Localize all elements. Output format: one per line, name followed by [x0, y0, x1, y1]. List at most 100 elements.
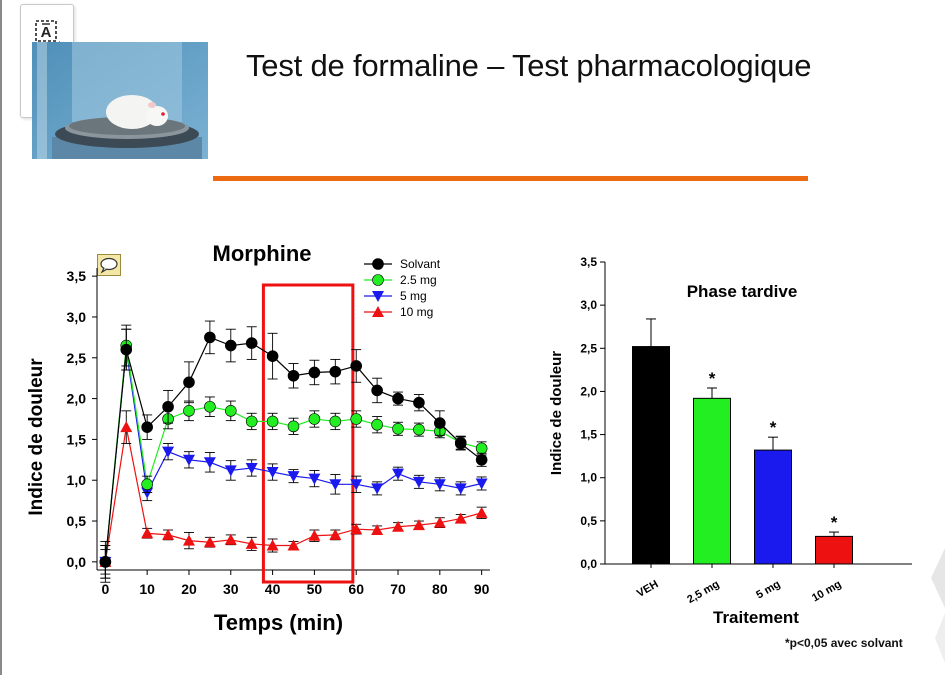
data-point	[287, 369, 300, 382]
x-tick-label: 0	[101, 581, 109, 597]
x-tick-label: 10	[139, 581, 155, 597]
data-point	[308, 473, 321, 485]
legend-marker	[372, 291, 384, 302]
comment-icon[interactable]	[97, 254, 121, 276]
highlight-box	[261, 283, 355, 584]
data-point	[141, 421, 153, 433]
data-point	[245, 415, 258, 428]
legend-label: Solvant	[400, 257, 441, 271]
data-point	[287, 539, 300, 551]
bar	[632, 346, 670, 565]
y-tick-label: 2,5	[67, 350, 87, 366]
data-point	[475, 478, 488, 490]
data-point	[329, 365, 342, 378]
data-point	[266, 350, 279, 362]
data-point	[224, 533, 237, 545]
footnote: *p<0,05 avec solvant	[785, 636, 903, 650]
data-point	[308, 529, 321, 541]
x-tick-label: 2,5 mg	[685, 578, 721, 606]
x-tick-label: 40	[265, 581, 281, 597]
y-axis-title: Indice de douleur	[26, 358, 47, 516]
chart-title: Morphine	[213, 241, 312, 266]
significance-star: *	[831, 513, 838, 532]
data-point	[308, 413, 321, 425]
data-point	[287, 471, 300, 483]
data-point	[413, 396, 425, 409]
legend-marker	[372, 258, 384, 270]
data-point	[245, 337, 258, 349]
series-solvant	[99, 320, 488, 583]
corner-decoration	[931, 548, 945, 663]
data-point	[287, 420, 300, 433]
data-point	[371, 483, 384, 495]
x-tick-label: 5 mg	[754, 578, 782, 601]
significance-star: *	[709, 369, 716, 388]
x-tick-label: VEH	[635, 578, 661, 600]
data-point	[266, 467, 279, 479]
data-point	[266, 539, 279, 551]
data-point	[371, 384, 383, 397]
data-point	[392, 422, 404, 435]
y-tick-label: 2,0	[67, 391, 87, 407]
data-point	[245, 537, 258, 549]
data-point	[204, 400, 216, 413]
data-point	[392, 392, 404, 405]
data-point	[454, 512, 467, 524]
data-point	[434, 417, 446, 429]
left-border	[0, 0, 2, 675]
x-axis-title: Traitement	[713, 608, 799, 627]
legend-label: 2.5 mg	[400, 273, 437, 287]
data-point	[329, 528, 342, 540]
x-tick-label: 30	[223, 581, 239, 597]
data-point	[329, 415, 342, 428]
data-point	[433, 516, 446, 528]
x-tick-label: 50	[307, 581, 323, 597]
data-point	[183, 376, 195, 389]
x-tick-label: 20	[181, 581, 197, 597]
series-2-5-mg	[99, 324, 488, 579]
y-axis-title: Indice de douleur	[548, 351, 565, 475]
x-tick-label: 90	[474, 581, 490, 597]
data-point	[141, 487, 154, 499]
data-point	[162, 400, 174, 413]
title-underline	[213, 176, 808, 181]
x-tick-label: 70	[390, 581, 406, 597]
y-tick-label: 0,0	[580, 557, 597, 571]
data-point	[245, 462, 258, 474]
y-tick-label: 0,0	[67, 554, 87, 570]
series-10-mg	[99, 410, 488, 575]
y-tick-label: 1,0	[67, 472, 87, 488]
data-point	[475, 454, 488, 466]
data-point	[413, 423, 425, 436]
data-point	[224, 465, 237, 477]
data-point	[350, 523, 363, 535]
data-point	[371, 418, 383, 431]
y-tick-label: 0,5	[580, 514, 597, 528]
data-point	[182, 454, 195, 466]
y-tick-label: 3,0	[67, 309, 87, 325]
data-point	[120, 343, 133, 356]
data-point	[162, 528, 175, 540]
data-point	[182, 534, 195, 546]
phase-tardive-bar-chart: 0,0 0,5 1,0 1,5 2,0 2,5 3,0 3,5 Phase tardive Ind…	[548, 255, 912, 627]
x-axis-title: Temps (min)	[214, 610, 343, 635]
chart-title: Phase tardive	[687, 282, 798, 301]
data-point	[224, 405, 237, 417]
y-tick-label: 1,5	[580, 428, 597, 442]
legend-marker	[372, 306, 384, 317]
data-point	[203, 457, 216, 469]
legend-label: 10 mg	[400, 305, 433, 319]
y-tick-label: 3,5	[67, 268, 87, 284]
morphine-line-chart: 0,0 0,5 1,0 1,5 2,0 2,5 3,0 3,5 0 10 20 30 40 50 60 70 8…	[26, 241, 490, 635]
bar	[815, 535, 853, 565]
data-point	[224, 339, 237, 352]
bar	[693, 397, 731, 565]
data-point	[266, 415, 279, 428]
data-point	[350, 479, 363, 491]
data-point	[454, 437, 467, 450]
data-point	[350, 413, 363, 425]
data-point	[412, 476, 425, 488]
data-point	[204, 331, 216, 344]
bar	[754, 449, 792, 565]
data-point	[412, 519, 425, 531]
